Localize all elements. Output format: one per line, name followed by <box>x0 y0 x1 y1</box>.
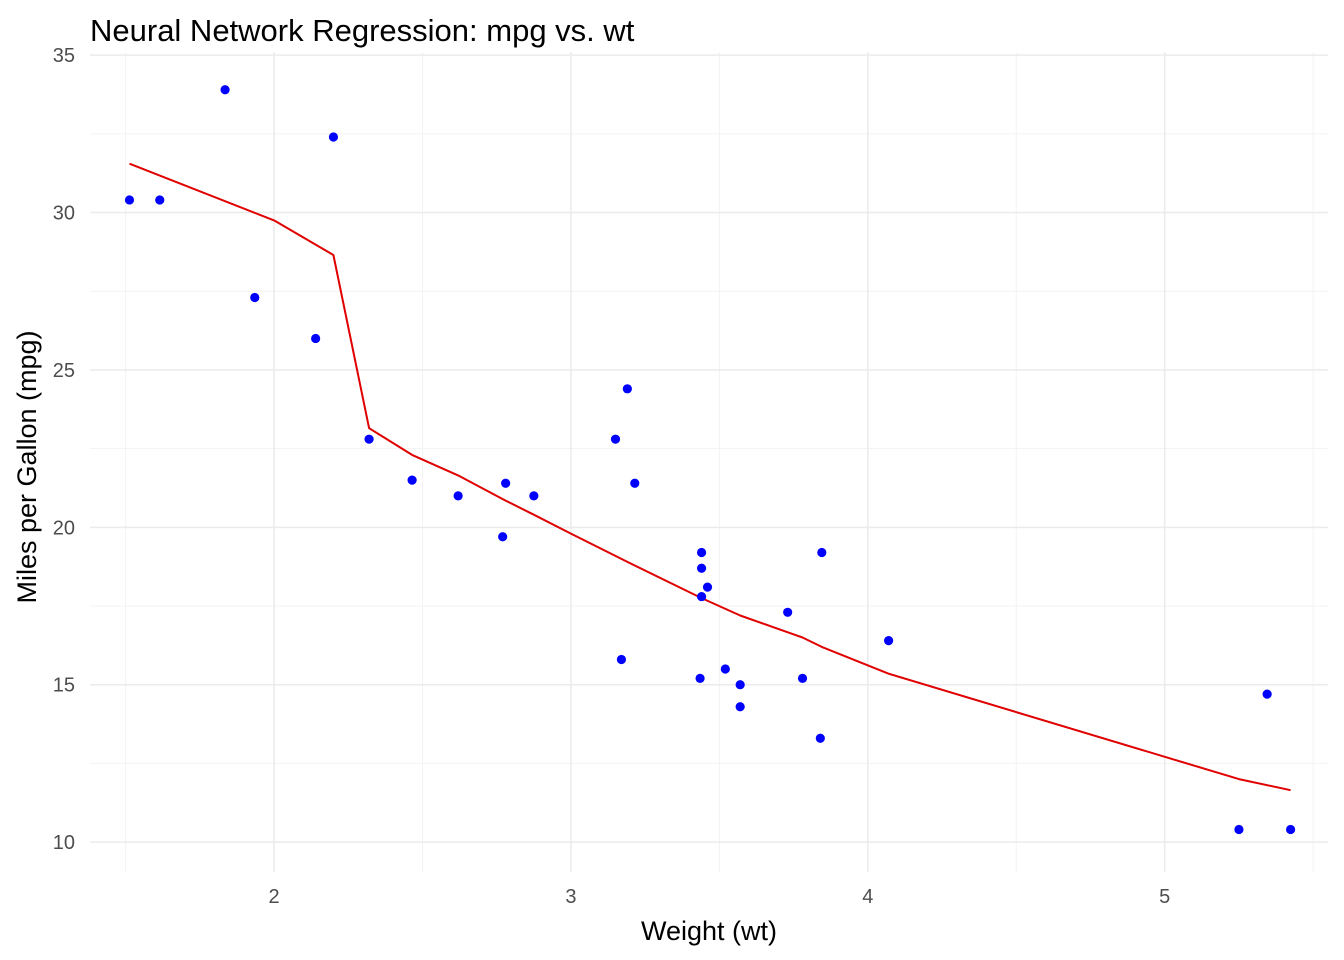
data-point <box>720 664 730 674</box>
data-point <box>453 491 463 501</box>
data-point <box>695 673 705 684</box>
data-point <box>783 607 793 617</box>
data-point <box>735 702 745 712</box>
data-point <box>817 547 827 558</box>
data-point <box>1262 689 1272 699</box>
data-point <box>610 434 621 444</box>
data-point <box>622 384 632 394</box>
data-point <box>498 532 508 542</box>
data-point <box>311 333 321 344</box>
data-point <box>124 195 135 205</box>
data-points-layer <box>124 85 1296 835</box>
x-axis-title: Weight (wt) <box>641 916 777 946</box>
data-point <box>529 491 539 501</box>
data-point <box>1234 824 1244 835</box>
x-tick-label: 3 <box>565 886 576 908</box>
y-tick-label: 30 <box>53 203 75 225</box>
data-point <box>364 434 374 444</box>
data-point <box>797 673 808 684</box>
data-point <box>884 636 894 646</box>
regression-fit-line <box>129 162 1291 792</box>
y-axis-title: Miles per Gallon (mpg) <box>12 330 42 603</box>
chart-title: Neural Network Regression: mpg vs. wt <box>90 13 635 48</box>
data-point <box>328 132 339 142</box>
x-tick-label: 2 <box>269 886 280 908</box>
x-tick-label: 5 <box>1159 886 1170 908</box>
data-point <box>815 733 825 743</box>
data-point <box>1285 824 1296 835</box>
fit-line-layer <box>129 162 1291 792</box>
data-point <box>155 195 165 205</box>
data-point <box>702 582 713 592</box>
y-tick-label: 10 <box>53 832 75 854</box>
data-point <box>696 591 707 602</box>
y-tick-label: 25 <box>53 360 75 382</box>
data-point <box>501 478 511 488</box>
data-point <box>220 85 230 95</box>
tick-labels-layer: 2 3 4 5 10 15 20 25 30 35 <box>53 45 1171 908</box>
data-point <box>250 292 260 303</box>
major-gridlines <box>90 52 1328 872</box>
data-point <box>630 478 640 488</box>
data-point <box>696 563 707 573</box>
y-tick-label: 20 <box>53 517 75 539</box>
data-point <box>616 654 627 665</box>
data-point <box>407 475 417 485</box>
y-tick-label: 15 <box>53 675 75 697</box>
data-point <box>696 547 707 558</box>
y-tick-label: 35 <box>53 45 75 67</box>
x-tick-label: 4 <box>862 886 873 908</box>
data-point <box>735 680 745 690</box>
minor-gridlines <box>90 52 1328 872</box>
